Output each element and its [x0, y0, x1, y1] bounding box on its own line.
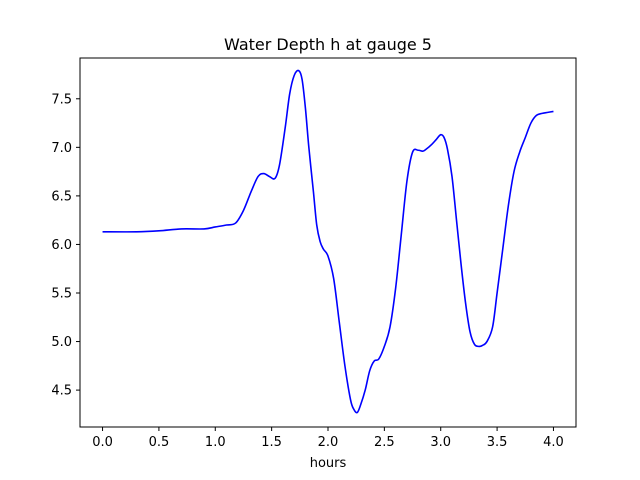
y-tick-label: 6.5 — [51, 189, 72, 204]
x-tick-label: 1.0 — [205, 435, 226, 450]
x-tick-label: 3.0 — [430, 435, 451, 450]
x-tick-label: 1.5 — [261, 435, 282, 450]
x-axis-label: hours — [310, 456, 347, 471]
plot-lines — [102, 69, 554, 414]
x-tick-label: 4.0 — [543, 435, 564, 450]
y-tick-label: 6.0 — [51, 238, 72, 253]
x-tick-label: 0.5 — [149, 435, 170, 450]
x-tick-label: 2.5 — [374, 435, 395, 450]
y-tick-label: 5.5 — [51, 286, 72, 301]
series-line — [102, 69, 554, 414]
chart-title: Water Depth h at gauge 5 — [224, 35, 432, 54]
x-axis-ticks: 0.0 0.5 1.0 1.5 2.0 2.5 3.0 3.5 4.0 — [92, 427, 564, 450]
x-tick-label: 0.0 — [92, 435, 113, 450]
y-axis-ticks: 4.5 5.0 5.5 6.0 6.5 7.0 7.5 — [51, 92, 80, 399]
y-tick-label: 7.0 — [51, 141, 72, 156]
y-tick-label: 5.0 — [51, 335, 72, 350]
y-tick-label: 4.5 — [51, 384, 72, 399]
plot-frame — [79, 57, 577, 428]
y-tick-label: 7.5 — [51, 92, 72, 107]
x-tick-label: 2.0 — [318, 435, 339, 450]
x-tick-label: 3.5 — [487, 435, 508, 450]
